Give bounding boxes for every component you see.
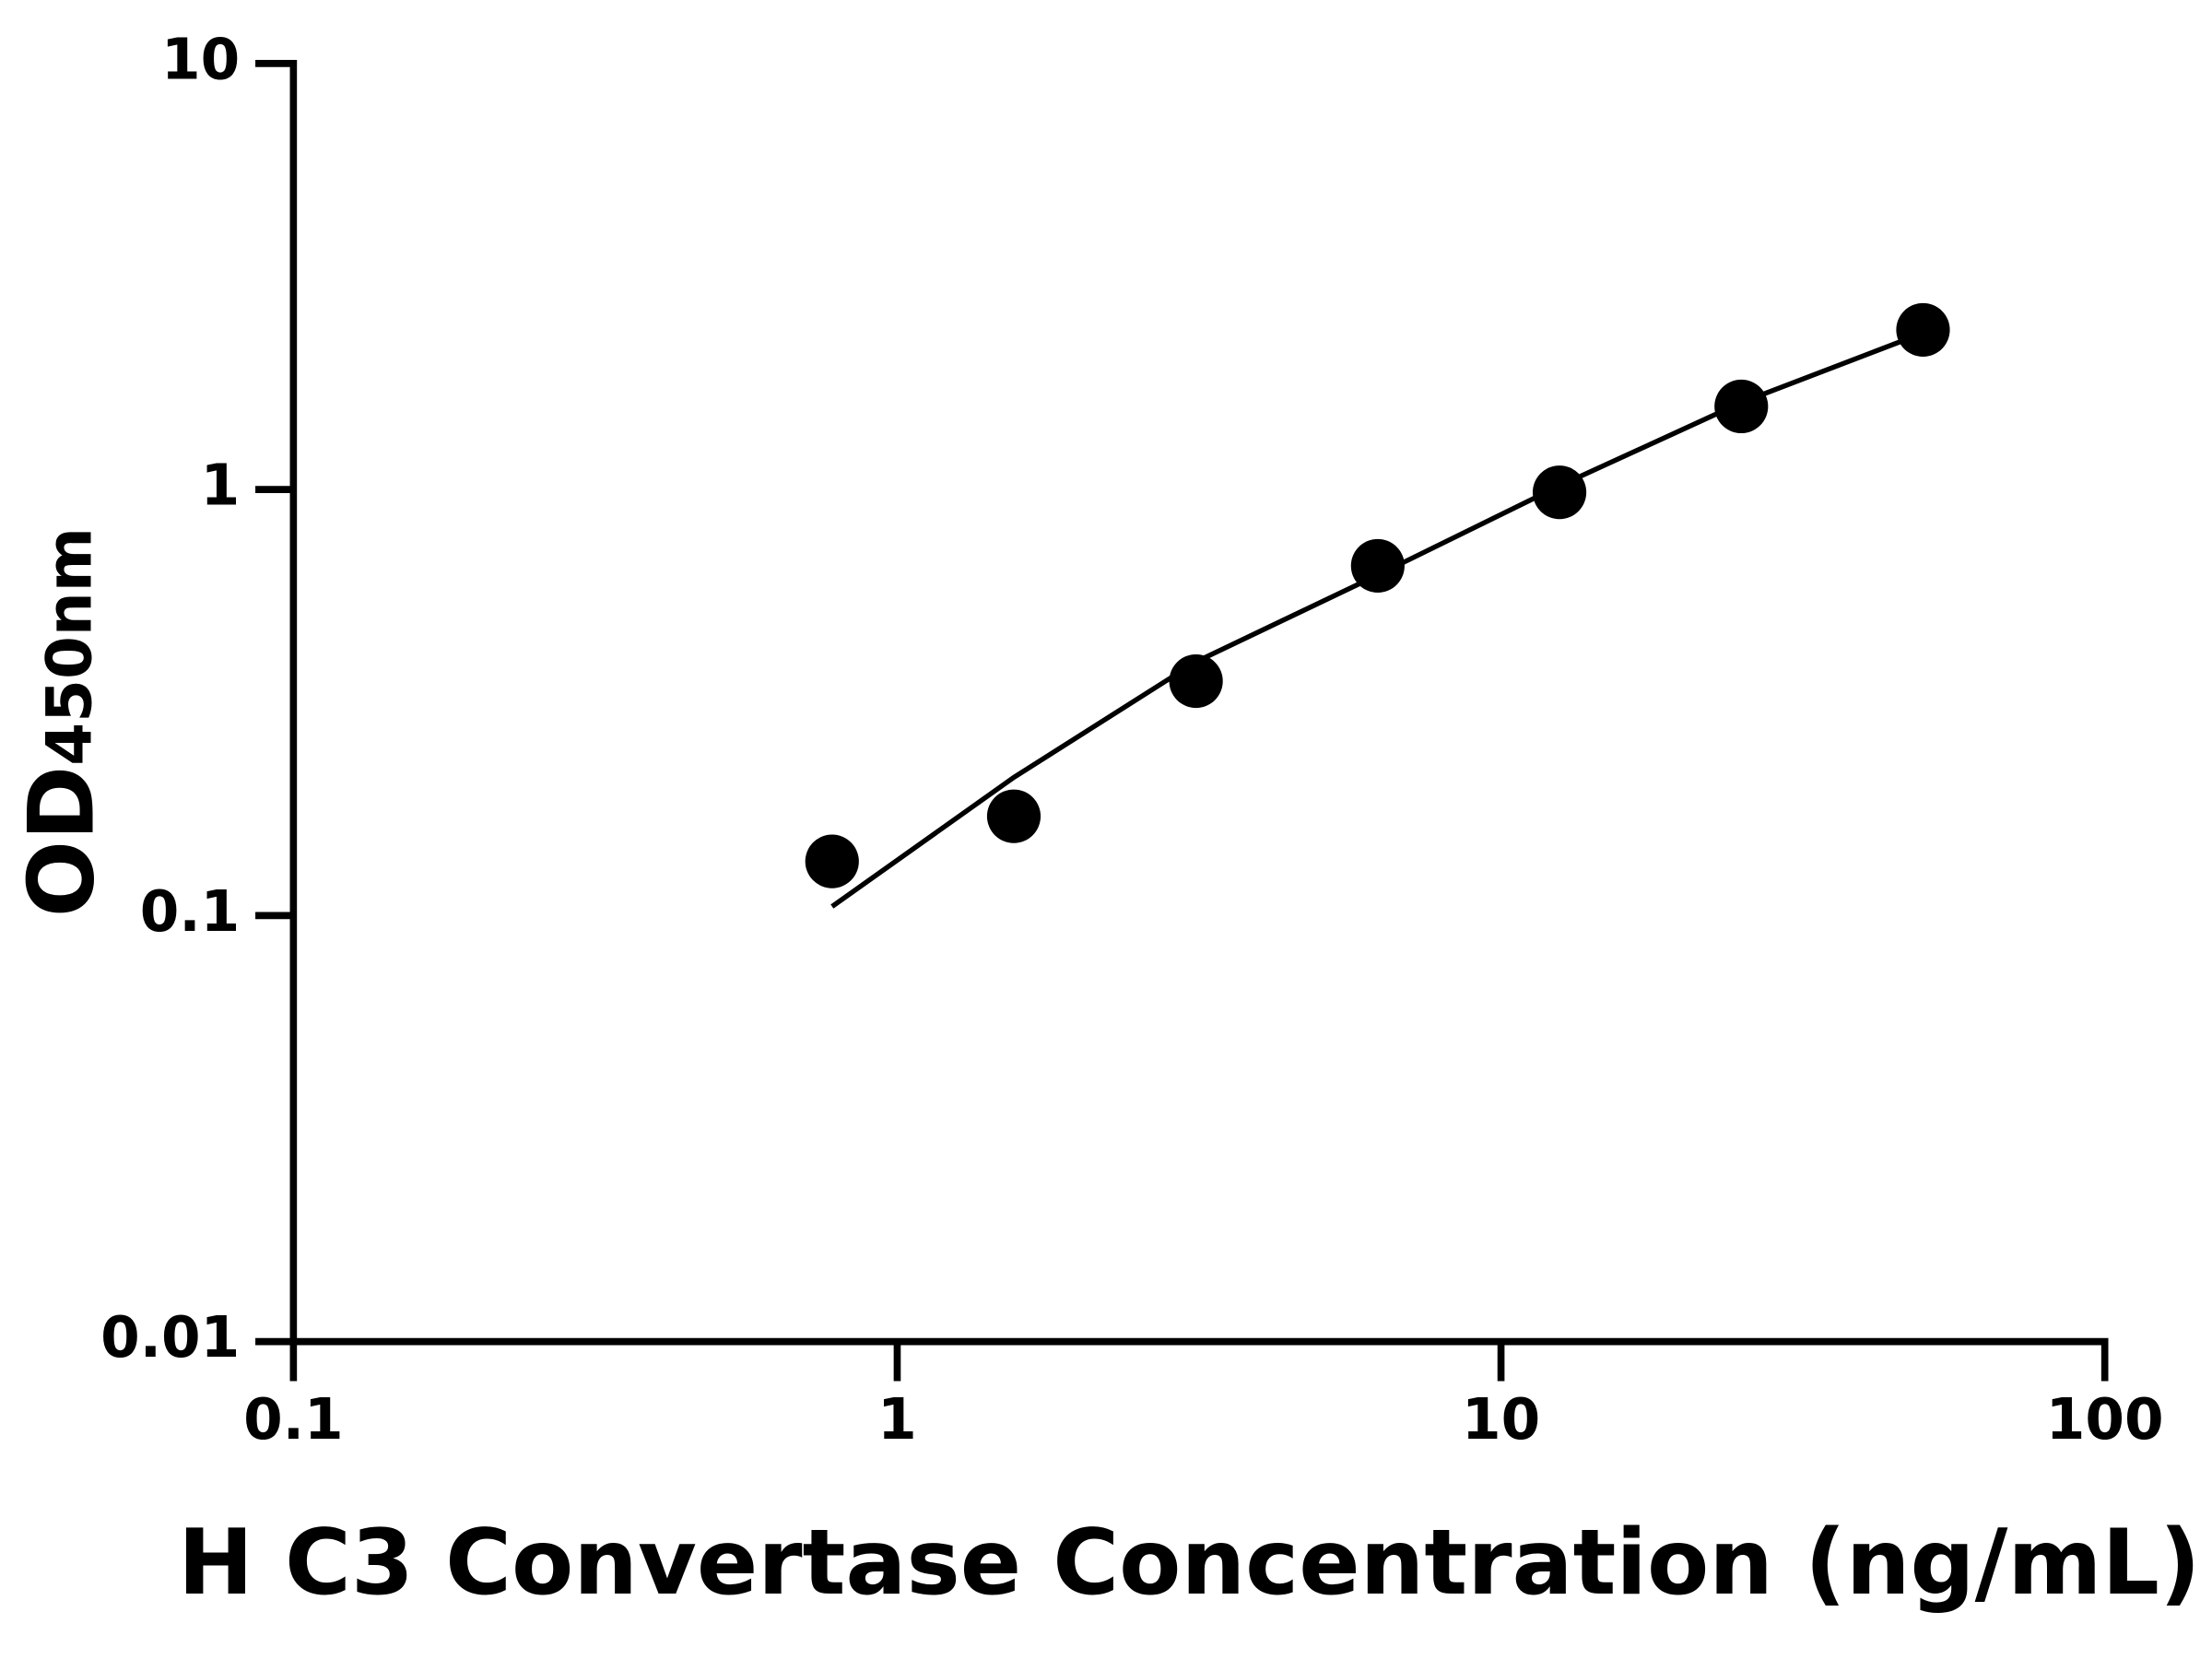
y-tick-label: 1 [201,453,241,519]
x-tick-label: 0.1 [243,1387,343,1453]
x-tick-label: 10 [1462,1387,1540,1453]
fit-curve [830,330,1924,909]
y-axis-label: OD450nm [9,527,114,917]
data-point [1714,379,1769,434]
y-tick-label: 10 [161,27,240,92]
x-tick-label: 1 [877,1387,917,1453]
y-tick-label: 0.01 [100,1305,240,1371]
data-point [805,834,859,888]
x-tick-label: 100 [2046,1387,2164,1453]
data-point [986,789,1041,843]
data-point [1896,302,1950,357]
y-label-subscript: 450nm [32,527,105,766]
y-tick-label: 0.1 [140,879,240,945]
y-label-main: OD [9,766,114,918]
x-axis-label: H C3 Convertase Concentration (ng/mL) [178,1511,2201,1616]
